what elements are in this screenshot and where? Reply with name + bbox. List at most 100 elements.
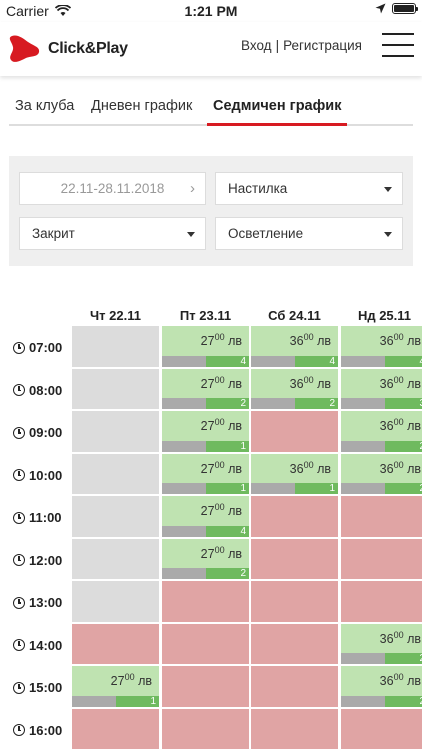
slot-price: 3600 лв [290, 332, 331, 348]
available-courts-bar: 1 [162, 440, 249, 452]
auth-links: Вход | Регистрация [241, 38, 362, 53]
available-courts-bar: 3 [341, 398, 422, 409]
time-label: 15:00 [13, 680, 62, 695]
menu-icon[interactable] [382, 33, 414, 57]
time-label: 10:00 [13, 468, 62, 483]
slot-available[interactable]: 3600 лв 2 [341, 453, 422, 494]
price-amount: 36 [379, 376, 394, 391]
slot-booked [251, 708, 338, 749]
time-label: 08:00 [13, 383, 62, 398]
price-amount: 27 [200, 461, 215, 476]
bar-grey-segment [341, 355, 385, 367]
slot-booked [251, 666, 338, 707]
price-amount: 27 [200, 546, 215, 561]
slot-booked [251, 411, 338, 452]
price-amount: 36 [379, 674, 394, 689]
price-cents: 00 [303, 459, 314, 470]
clock-icon [13, 341, 25, 354]
tab-weekly-schedule[interactable]: Седмичен график [207, 96, 348, 126]
slot-available[interactable]: 2700 лв 4 [162, 326, 249, 367]
auth-separator: | [275, 38, 280, 53]
tab-about-club[interactable]: За клуба [15, 98, 75, 114]
slot-available[interactable]: 2700 лв 2 [162, 368, 249, 409]
available-courts-bar: 2 [341, 695, 422, 707]
price-unit: лв [317, 461, 331, 476]
battery-icon [392, 3, 418, 14]
slot-booked [72, 708, 159, 749]
slot-price: 2700 лв [201, 332, 242, 348]
slot-available[interactable]: 3600 лв 4 [251, 326, 338, 367]
slot-price: 3600 лв [380, 672, 421, 688]
available-courts-bar: 4 [251, 355, 338, 367]
available-count: 2 [205, 568, 249, 579]
slot-available[interactable]: 2700 лв 4 [162, 496, 249, 537]
bar-grey-segment [251, 355, 295, 367]
slot-price: 3600 лв [380, 375, 421, 391]
slot-available[interactable]: 3600 лв 2 [341, 623, 422, 664]
slot-available[interactable]: 3600 лв 1 [251, 453, 338, 494]
slot-available[interactable]: 2700 лв 1 [72, 666, 159, 707]
login-link[interactable]: Вход [241, 38, 272, 53]
surface-select-value: Настилка [228, 181, 288, 196]
slot-price: 3600 лв [380, 417, 421, 433]
slot-available[interactable]: 3600 лв 2 [341, 411, 422, 452]
slot-closed [72, 368, 159, 409]
available-count: 1 [294, 483, 338, 494]
register-link[interactable]: Регистрация [283, 38, 362, 53]
lighting-select[interactable]: Осветление [215, 217, 403, 250]
slot-booked [341, 496, 422, 537]
location-arrow-icon [375, 3, 386, 14]
bar-grey-segment [72, 695, 116, 707]
day-header: Пт 23.11 [179, 308, 232, 323]
app-header: Click&Play Вход | Регистрация [0, 22, 422, 76]
cover-select[interactable]: Закрит [19, 217, 206, 250]
time-text: 09:00 [29, 425, 63, 440]
slot-available[interactable]: 3600 лв 2 [251, 368, 338, 409]
slot-available[interactable]: 2700 лв 1 [162, 453, 249, 494]
surface-select[interactable]: Настилка [215, 172, 403, 205]
clock-icon [13, 511, 25, 524]
available-courts-bar: 4 [341, 355, 422, 367]
price-cents: 00 [214, 459, 225, 470]
available-count: 2 [384, 440, 422, 452]
slot-booked [162, 623, 249, 664]
slot-booked [251, 538, 338, 579]
slot-price: 3600 лв [380, 332, 421, 348]
available-courts-bar: 4 [162, 355, 249, 367]
price-amount: 36 [379, 631, 394, 646]
bar-grey-segment [162, 398, 206, 409]
price-cents: 00 [214, 417, 225, 427]
time-text: 08:00 [29, 382, 63, 398]
bar-grey-segment [251, 398, 295, 409]
weekly-schedule-grid: Чт 22.11 Пт 23.11 Сб 24.11 Нд 25.11 07:00 270… [0, 300, 422, 750]
price-cents: 00 [214, 374, 225, 385]
price-unit: лв [407, 461, 421, 476]
slot-available[interactable]: 3600 лв 4 [341, 326, 422, 367]
available-courts-bar: 2 [251, 398, 338, 409]
available-courts-bar: 2 [341, 483, 422, 494]
date-range-picker[interactable]: 22.11-28.11.2018 › [19, 172, 206, 205]
slot-closed [72, 581, 159, 622]
bar-grey-segment [341, 398, 385, 409]
available-courts-bar: 1 [72, 695, 159, 707]
slot-available[interactable]: 2700 лв 2 [162, 538, 249, 579]
bar-grey-segment [341, 695, 385, 707]
slot-available[interactable]: 2700 лв 1 [162, 411, 249, 452]
bar-grey-segment [162, 483, 206, 494]
price-unit: лв [228, 376, 242, 391]
price-cents: 00 [393, 459, 404, 470]
logo[interactable]: Click&Play [8, 34, 128, 64]
slot-booked [251, 623, 338, 664]
cover-select-value: Закрит [32, 226, 75, 241]
slot-available[interactable]: 3600 лв 2 [341, 666, 422, 707]
price-amount: 36 [289, 461, 304, 476]
slot-price: 3600 лв [380, 460, 421, 476]
slot-price: 3600 лв [290, 375, 331, 391]
slot-available[interactable]: 3600 лв 3 [341, 368, 422, 409]
slot-booked [251, 581, 338, 622]
slot-closed [72, 453, 159, 494]
price-amount: 27 [110, 674, 125, 689]
time-text: 14:00 [29, 637, 63, 653]
bar-grey-segment [251, 483, 295, 494]
tab-daily-schedule[interactable]: Дневен график [91, 98, 193, 114]
